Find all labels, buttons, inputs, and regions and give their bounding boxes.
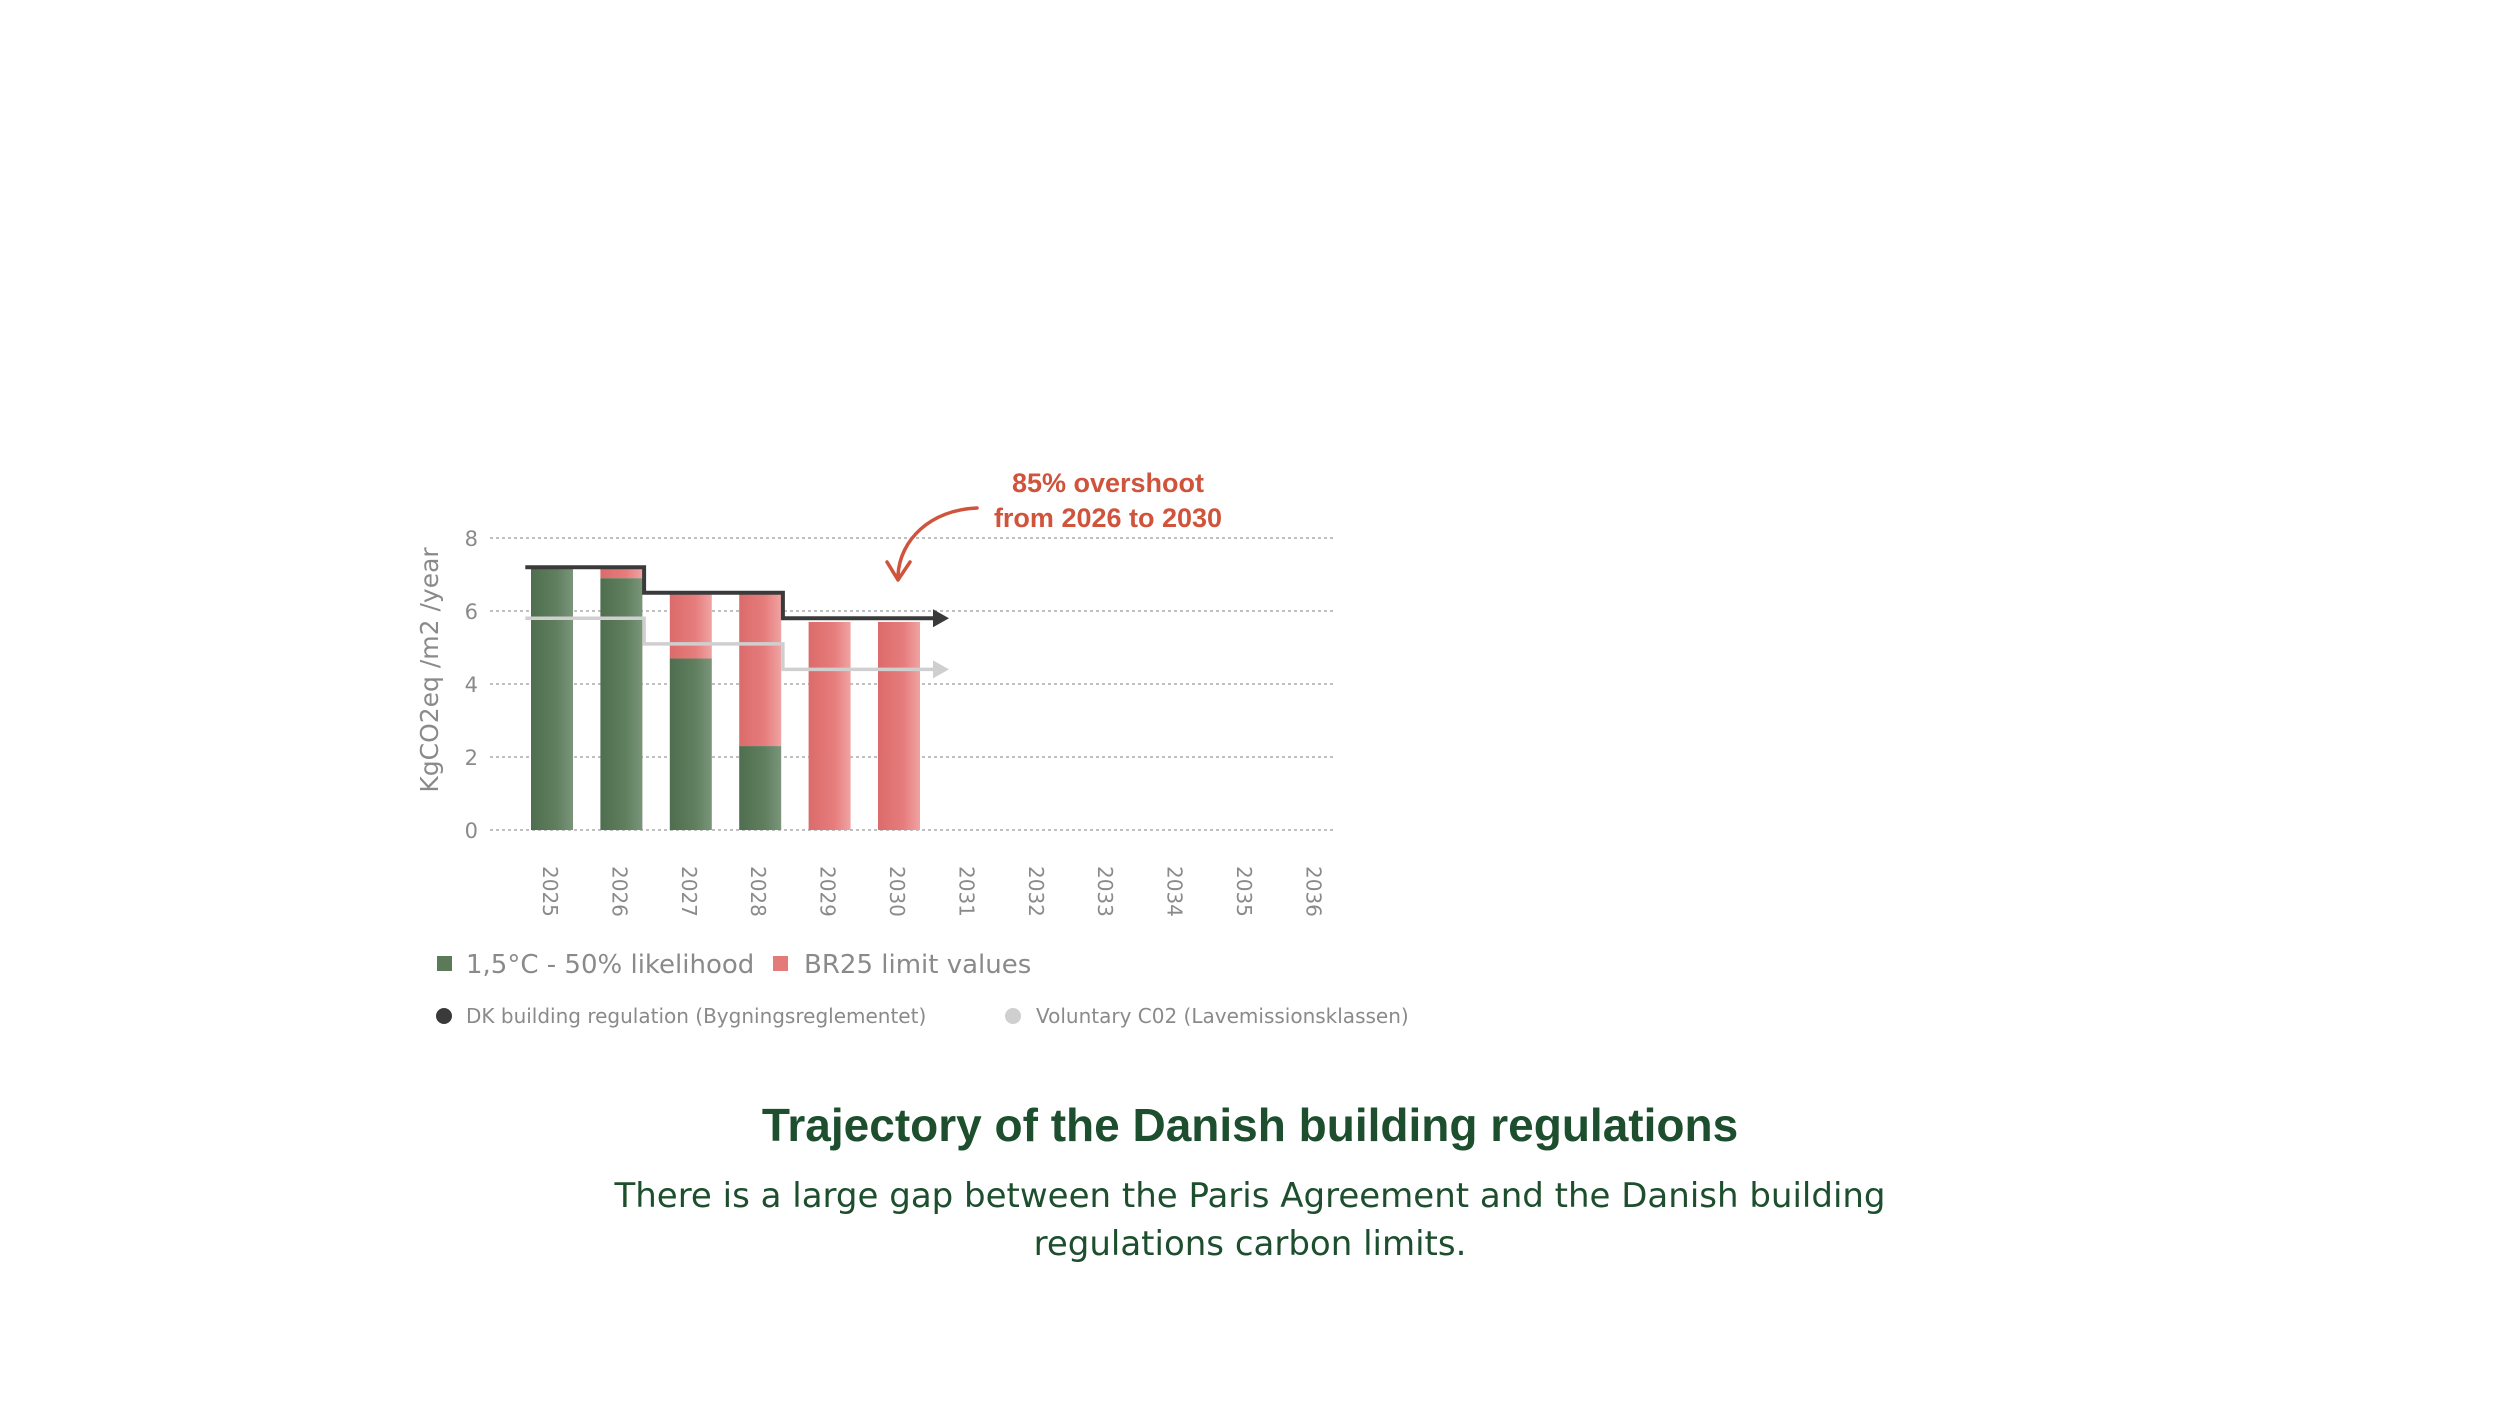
x-tick-2026: 2026 bbox=[607, 866, 631, 917]
legend: 1,5°C - 50% likelihood BR25 limit values… bbox=[436, 950, 1409, 1028]
legend-label-red: BR25 limit values bbox=[804, 950, 1031, 980]
line-voluntary bbox=[525, 616, 937, 672]
bar-red-2027 bbox=[669, 592, 712, 659]
bar-red-2028 bbox=[739, 592, 782, 747]
x-tick-2029: 2029 bbox=[816, 866, 840, 917]
line-voluntary-arrow-icon bbox=[933, 660, 949, 679]
annotation-arrow-icon bbox=[896, 506, 979, 577]
caption-body-line-1: There is a large gap between the Paris A… bbox=[614, 1176, 1886, 1216]
x-tick-2027: 2027 bbox=[677, 866, 701, 917]
caption-title: Trajectory of the Danish building regula… bbox=[761, 1099, 1739, 1151]
x-tick-labels: 2025 2026 2027 2028 2029 2030 2031 2032 2033 2034… bbox=[538, 866, 1325, 917]
legend-dot-voluntary bbox=[1005, 1008, 1021, 1024]
legend-label-voluntary: Voluntary C02 (Lavemissionsklassen) bbox=[1036, 1004, 1409, 1028]
x-tick-2031: 2031 bbox=[954, 866, 978, 917]
bar-red-2026 bbox=[600, 567, 643, 579]
line-dk-regulation bbox=[525, 565, 937, 621]
bar-green-2028 bbox=[739, 746, 782, 830]
annotation-line-1: 85% overshoot bbox=[1012, 468, 1204, 498]
bar-green-2026 bbox=[600, 578, 643, 830]
annotation-line-2: from 2026 to 2030 bbox=[994, 503, 1222, 533]
overshoot-annotation: 85% overshoot from 2026 to 2030 bbox=[885, 468, 1222, 582]
bar-green-2025 bbox=[531, 567, 573, 830]
legend-label-green: 1,5°C - 50% likelihood bbox=[466, 950, 754, 980]
legend-label-dk: DK building regulation (Bygningsreglemen… bbox=[466, 1004, 926, 1028]
x-tick-2028: 2028 bbox=[746, 866, 770, 917]
bar-red-2030 bbox=[878, 621, 920, 830]
caption-body-line-2: regulations carbon limits. bbox=[1033, 1224, 1467, 1264]
bars bbox=[531, 567, 920, 830]
x-tick-2030: 2030 bbox=[885, 866, 909, 917]
y-tick-6: 6 bbox=[465, 600, 478, 624]
legend-dot-dk bbox=[436, 1008, 452, 1024]
legend-swatch-green bbox=[437, 956, 452, 971]
caption-body: There is a large gap between the Paris A… bbox=[0, 1172, 2500, 1268]
x-tick-2034: 2034 bbox=[1163, 866, 1187, 917]
bar-red-2029 bbox=[808, 621, 851, 830]
y-tick-0: 0 bbox=[465, 819, 478, 843]
x-tick-2025: 2025 bbox=[538, 866, 562, 917]
y-axis-label: KgCO2eq /m2 /year bbox=[415, 547, 444, 793]
x-tick-2036: 2036 bbox=[1301, 866, 1325, 917]
y-tick-labels: 0 2 4 6 8 bbox=[465, 527, 478, 843]
annotation-arrowhead-icon bbox=[885, 560, 912, 582]
x-tick-2033: 2033 bbox=[1093, 866, 1117, 917]
y-tick-8: 8 bbox=[465, 527, 478, 551]
bar-green-2027 bbox=[669, 658, 712, 830]
legend-swatch-red bbox=[773, 956, 788, 971]
regulation-lines bbox=[525, 565, 949, 679]
x-tick-2032: 2032 bbox=[1024, 866, 1048, 917]
y-tick-4: 4 bbox=[465, 673, 478, 697]
line-dk-regulation-arrow-icon bbox=[933, 609, 949, 628]
x-tick-2035: 2035 bbox=[1232, 866, 1256, 917]
y-tick-2: 2 bbox=[465, 746, 478, 770]
